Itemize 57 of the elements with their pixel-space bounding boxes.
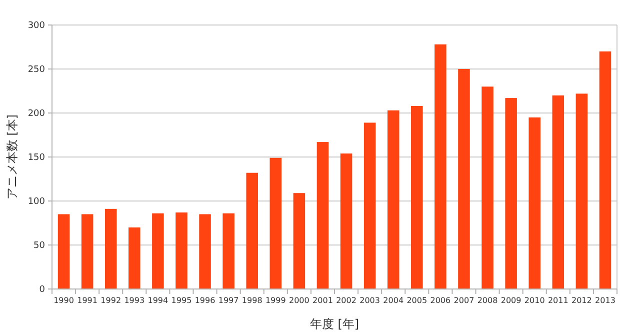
- bar: [482, 86, 494, 289]
- bar: [387, 110, 400, 289]
- x-tick-label: 2007: [454, 296, 474, 305]
- bar: [599, 51, 612, 289]
- x-tick-label: 2009: [500, 296, 522, 305]
- bar: [222, 213, 234, 289]
- x-tick-label: 1992: [100, 296, 122, 305]
- bar: [199, 214, 211, 289]
- x-tick-label: 1997: [218, 296, 239, 305]
- bar: [270, 158, 282, 289]
- x-tick-label: 1991: [77, 296, 98, 305]
- y-tick-label: 0: [39, 285, 46, 296]
- x-tick-label: 1999: [265, 296, 286, 305]
- bar: [576, 94, 588, 289]
- y-tick-label: 50: [34, 241, 46, 252]
- x-tick-label: 2008: [477, 296, 498, 305]
- bar: [458, 69, 470, 289]
- bar: [552, 95, 564, 289]
- x-tick-label: 2002: [336, 296, 356, 305]
- x-tick-label: 2005: [406, 296, 428, 305]
- bar: [505, 98, 517, 289]
- x-tick-label: 2001: [312, 296, 333, 305]
- x-tick-label: 2013: [595, 296, 616, 305]
- bar: [128, 227, 140, 289]
- y-tick-label: 200: [28, 109, 46, 120]
- bar: [293, 193, 306, 289]
- y-tick-label: 250: [28, 65, 46, 76]
- y-tick-label: 150: [28, 153, 46, 164]
- bar: [81, 214, 94, 289]
- y-tick-label: 300: [28, 21, 46, 32]
- x-tick-label: 1996: [194, 296, 216, 305]
- bar: [316, 142, 329, 289]
- x-tick-label: 1990: [54, 296, 74, 305]
- x-tick-label: 2003: [360, 296, 380, 305]
- x-tick-label: 2004: [383, 296, 404, 305]
- x-tick-label: 2012: [572, 296, 592, 305]
- bar: [434, 44, 446, 289]
- x-tick-label: 1998: [242, 296, 262, 305]
- bar: [528, 117, 540, 289]
- bar: [340, 153, 352, 289]
- x-tick-label: 1994: [148, 296, 168, 305]
- y-axis-title: アニメ本数 [本]: [5, 114, 19, 200]
- x-tick-label: 1995: [171, 296, 192, 305]
- bar: [364, 122, 376, 289]
- bar: [411, 106, 423, 289]
- bar: [246, 172, 258, 289]
- y-tick-label: 100: [28, 197, 46, 208]
- x-tick-label: 2011: [548, 296, 568, 305]
- x-tick-label: 2006: [430, 296, 451, 305]
- x-tick-label: 1993: [124, 296, 145, 305]
- bar: [58, 214, 70, 289]
- bar: [176, 212, 188, 289]
- bar: [104, 208, 117, 289]
- bar: [152, 213, 164, 289]
- x-tick-label: 2010: [524, 296, 545, 305]
- x-axis-title: 年度 [年]: [310, 317, 360, 331]
- x-tick-label: 2000: [289, 296, 310, 305]
